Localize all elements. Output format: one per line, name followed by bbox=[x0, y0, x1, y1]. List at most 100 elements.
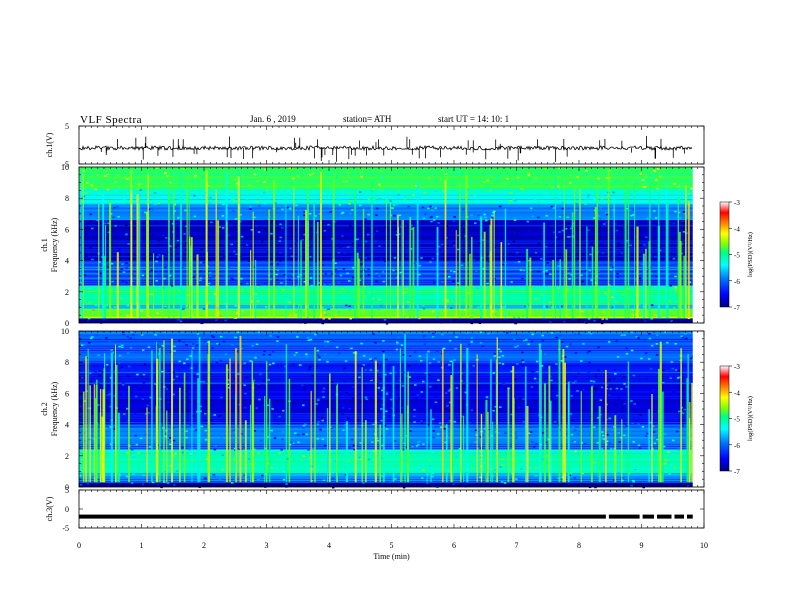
spectral-speckle bbox=[563, 356, 567, 358]
spectral-speckle bbox=[574, 469, 577, 472]
spectral-speckle bbox=[318, 213, 321, 215]
sferic-streak bbox=[237, 176, 240, 319]
spectral-speckle bbox=[483, 427, 486, 430]
spectral-speckle bbox=[292, 177, 295, 180]
spectral-speckle bbox=[417, 444, 420, 446]
spectral-speckle bbox=[323, 445, 327, 447]
spectral-speckle bbox=[397, 336, 400, 339]
spectral-speckle bbox=[91, 227, 94, 230]
ch1-waveform-panel bbox=[78, 136, 693, 162]
spectral-speckle bbox=[316, 354, 320, 357]
spectral-speckle bbox=[597, 177, 600, 180]
spectral-speckle bbox=[496, 308, 499, 311]
spectral-speckle bbox=[455, 169, 458, 172]
spectral-speckle bbox=[205, 458, 209, 460]
spectral-line bbox=[79, 439, 695, 441]
spectral-speckle bbox=[164, 172, 167, 174]
spectral-speckle bbox=[185, 249, 188, 252]
sferic-streak bbox=[93, 384, 96, 483]
spectral-speckle bbox=[337, 352, 341, 355]
spectral-line bbox=[79, 365, 695, 367]
spectral-speckle bbox=[437, 169, 440, 172]
spectral-speckle bbox=[540, 365, 544, 367]
spectral-speckle bbox=[325, 389, 328, 392]
spectral-speckle bbox=[492, 409, 495, 412]
spectral-speckle bbox=[590, 279, 593, 281]
spectral-speckle bbox=[328, 318, 331, 320]
spectral-speckle bbox=[199, 270, 202, 273]
spectral-speckle bbox=[106, 266, 110, 268]
spectral-speckle bbox=[522, 339, 526, 342]
spectral-speckle bbox=[616, 467, 620, 470]
y-axis-label-channel: ch.2 bbox=[40, 402, 49, 416]
spectral-speckle bbox=[235, 253, 238, 256]
spectral-speckle bbox=[213, 179, 216, 181]
spectral-speckle bbox=[281, 257, 285, 260]
spectral-speckle bbox=[230, 243, 233, 246]
sferic-streak bbox=[455, 230, 457, 319]
spectral-speckle bbox=[234, 317, 237, 319]
sferic-streak bbox=[180, 170, 182, 319]
colorbar-tick-label: -5 bbox=[734, 416, 740, 424]
spectral-speckle bbox=[497, 180, 501, 183]
spectral-speckle bbox=[393, 257, 397, 259]
spectral-speckle bbox=[615, 173, 619, 176]
spectral-speckle bbox=[303, 233, 306, 236]
spectral-speckle bbox=[529, 431, 533, 433]
spectral-speckle bbox=[311, 172, 315, 175]
spectral-speckle bbox=[558, 167, 562, 169]
spectral-speckle bbox=[381, 444, 384, 447]
spectral-speckle bbox=[308, 246, 312, 249]
spectral-speckle bbox=[673, 183, 677, 185]
sferic-streak bbox=[564, 362, 566, 483]
sferic-streak bbox=[483, 231, 486, 319]
spectral-speckle bbox=[516, 233, 519, 235]
spectral-speckle bbox=[428, 464, 432, 467]
spectral-speckle bbox=[89, 337, 93, 340]
spectral-speckle bbox=[678, 200, 681, 203]
spectral-speckle bbox=[191, 347, 195, 349]
spectral-speckle bbox=[637, 309, 641, 311]
spectral-speckle bbox=[290, 255, 294, 258]
spectral-speckle bbox=[349, 346, 352, 348]
spectral-speckle bbox=[445, 225, 449, 227]
spectral-speckle bbox=[568, 472, 572, 475]
spectral-speckle bbox=[541, 334, 544, 337]
spectral-speckle bbox=[286, 206, 290, 209]
spectral-speckle bbox=[656, 168, 660, 170]
spectral-speckle bbox=[185, 430, 188, 432]
sferic-streak bbox=[540, 349, 542, 483]
spectral-speckle bbox=[243, 474, 246, 477]
sferic-streak bbox=[539, 343, 541, 483]
spectral-speckle bbox=[80, 405, 83, 408]
spectral-speckle bbox=[276, 279, 279, 281]
spectral-speckle bbox=[172, 439, 176, 442]
spectral-speckle bbox=[383, 319, 387, 321]
spectral-speckle bbox=[475, 270, 478, 273]
sferic-streak bbox=[665, 177, 667, 319]
sferic-streak bbox=[332, 179, 335, 319]
spectral-speckle bbox=[169, 245, 172, 247]
spectral-speckle bbox=[574, 192, 577, 195]
spectral-speckle bbox=[681, 412, 685, 415]
spectral-speckle bbox=[488, 174, 491, 176]
spectral-speckle bbox=[240, 465, 243, 467]
spectral-speckle bbox=[340, 212, 344, 215]
spectral-speckle bbox=[252, 379, 255, 382]
spectral-speckle bbox=[252, 266, 256, 268]
spectral-speckle bbox=[674, 286, 677, 289]
spectral-speckle bbox=[109, 426, 112, 428]
spectral-speckle bbox=[571, 385, 574, 387]
spectral-speckle bbox=[184, 235, 187, 238]
spectral-speckle bbox=[453, 420, 457, 423]
spectral-speckle bbox=[437, 301, 440, 303]
spectral-speckle bbox=[302, 455, 306, 458]
spectral-speckle bbox=[399, 226, 403, 228]
spectral-speckle bbox=[218, 415, 221, 418]
spectral-speckle bbox=[199, 279, 202, 281]
spectral-line bbox=[79, 196, 695, 198]
spectral-speckle bbox=[245, 199, 249, 202]
spectral-speckle bbox=[304, 353, 308, 356]
colorbar-label: log(PSD)(V²/Hz) bbox=[747, 396, 754, 441]
spectral-speckle bbox=[393, 215, 396, 217]
